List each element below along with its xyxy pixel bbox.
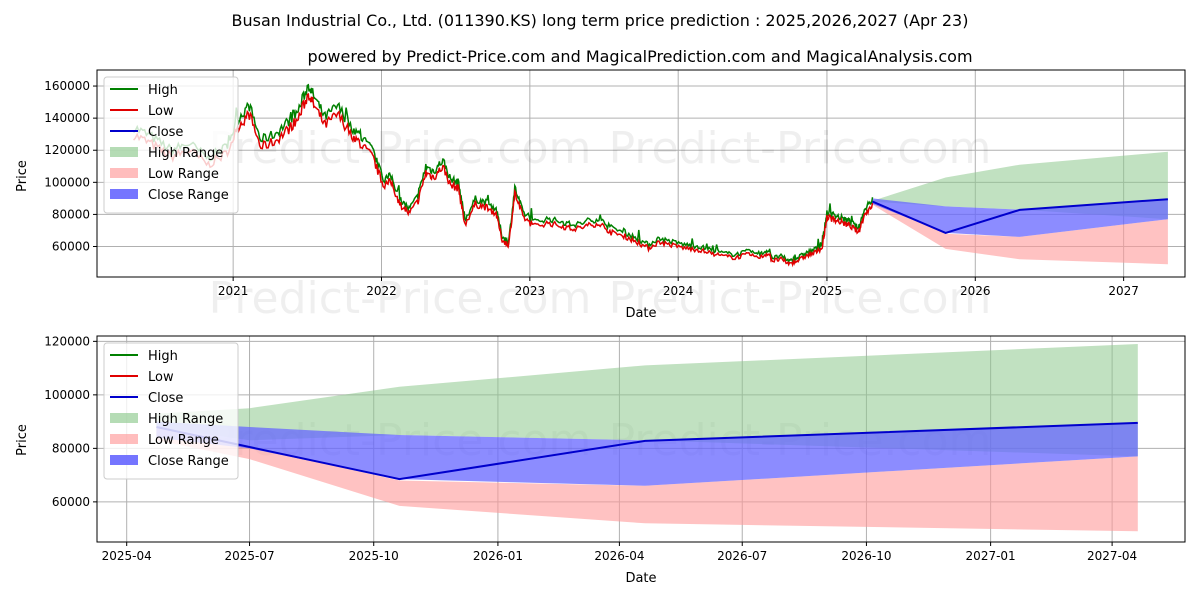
x-tick-label: 2025-10	[349, 549, 399, 563]
history-axes-frame	[96, 69, 1186, 278]
y-tick-label: 60000	[52, 240, 90, 254]
chart-title: Busan Industrial Co., Ltd. (011390.KS) l…	[232, 11, 969, 30]
x-tick-label: 2027-04	[1087, 549, 1137, 563]
x-tick-label: 2027	[1108, 284, 1139, 298]
history-panel: Predict-Price.com Predict-Price.com Pred…	[15, 69, 1186, 324]
y-tick-label: 140000	[44, 111, 90, 125]
y-tick-label: 100000	[44, 175, 90, 189]
x-tick-label: 2021	[218, 284, 249, 298]
y-tick-label: 160000	[44, 79, 90, 93]
watermark-text: Predict-Price.com	[609, 123, 992, 174]
legend-low-range-label: Low Range	[148, 167, 219, 182]
legend-high-range-label: High Range	[148, 412, 223, 427]
y-tick-label: 80000	[52, 441, 90, 455]
x-tick-label: 2026-04	[594, 549, 644, 563]
y-tick-label: 80000	[52, 207, 90, 221]
legend-close-range-swatch	[110, 189, 138, 199]
legend-close-range-swatch	[110, 455, 138, 465]
chart-subtitle: powered by Predict-Price.com and Magical…	[307, 47, 972, 66]
x-tick-label: 2026-01	[473, 549, 523, 563]
x-tick-label: 2025	[812, 284, 843, 298]
low-range-band	[872, 201, 1168, 265]
forecast-axes-frame	[96, 335, 1186, 543]
x-tick-label: 2023	[515, 284, 546, 298]
x-tick-label: 2022	[366, 284, 397, 298]
forecast-ticks: 2025-04 2025-07 2025-10 2026-01 2026-04 2026-…	[44, 334, 1137, 563]
legend-high-label: High	[148, 83, 178, 98]
legend-high-range-label: High Range	[148, 146, 223, 161]
legend-low-range-swatch	[110, 434, 138, 444]
x-tick-label: 2026	[960, 284, 991, 298]
forecast-y-axis-label: Price	[15, 424, 30, 456]
y-tick-label: 100000	[44, 388, 90, 402]
watermark-text: Predict-Price.com	[209, 123, 592, 174]
legend-high-range-swatch	[110, 147, 138, 157]
x-tick-label: 2027-01	[966, 549, 1016, 563]
y-tick-label: 120000	[44, 334, 90, 348]
x-tick-label: 2026-10	[841, 549, 891, 563]
history-marks	[133, 83, 1168, 268]
y-tick-label: 120000	[44, 143, 90, 157]
history-watermark: Predict-Price.com Predict-Price.com Pred…	[209, 123, 992, 324]
watermark-text: Predict-Price.com	[209, 273, 592, 324]
legend-high-label: High	[148, 349, 178, 364]
low-series-line	[133, 93, 874, 268]
legend-close-range-label: Close Range	[148, 188, 229, 203]
legend-low-label: Low	[148, 370, 174, 385]
legend-low-range-swatch	[110, 168, 138, 178]
legend-low-label: Low	[148, 104, 174, 119]
history-y-axis-label: Price	[15, 160, 30, 192]
history-x-axis-label: Date	[625, 306, 656, 321]
close-range-band	[156, 421, 1138, 486]
forecast-legend: High Low Close High Range Low Range Close Ran…	[103, 342, 239, 480]
low-range-band	[156, 427, 1138, 532]
close-range-band	[872, 198, 1168, 237]
legend-high-range-swatch	[110, 413, 138, 423]
x-tick-label: 2024	[663, 284, 694, 298]
legend-close-label: Close	[148, 391, 183, 406]
x-tick-label: 2025-07	[224, 549, 274, 563]
history-legend: High Low Close High Range Low Range Close Ran…	[103, 76, 239, 214]
legend-close-range-label: Close Range	[148, 454, 229, 469]
y-tick-label: 60000	[52, 495, 90, 509]
high-range-band	[872, 151, 1168, 220]
legend-low-range-label: Low Range	[148, 433, 219, 448]
forecast-panel: Predict-Price.com Predict-Price.com 2025…	[15, 334, 1186, 586]
forecast-x-axis-label: Date	[625, 571, 656, 586]
watermark-text: Predict-Price.com	[609, 273, 992, 324]
close-series-line	[872, 198, 1168, 234]
legend-close-label: Close	[148, 125, 183, 140]
x-tick-label: 2026-07	[717, 549, 767, 563]
forecast-marks	[156, 344, 1138, 532]
high-range-band	[156, 344, 1138, 457]
x-tick-label: 2025-04	[102, 549, 152, 563]
history-ticks: 2021 2022 2023 2024 2025 2026 2027 60000 80000 10…	[44, 79, 1139, 298]
high-series-line	[133, 83, 874, 265]
